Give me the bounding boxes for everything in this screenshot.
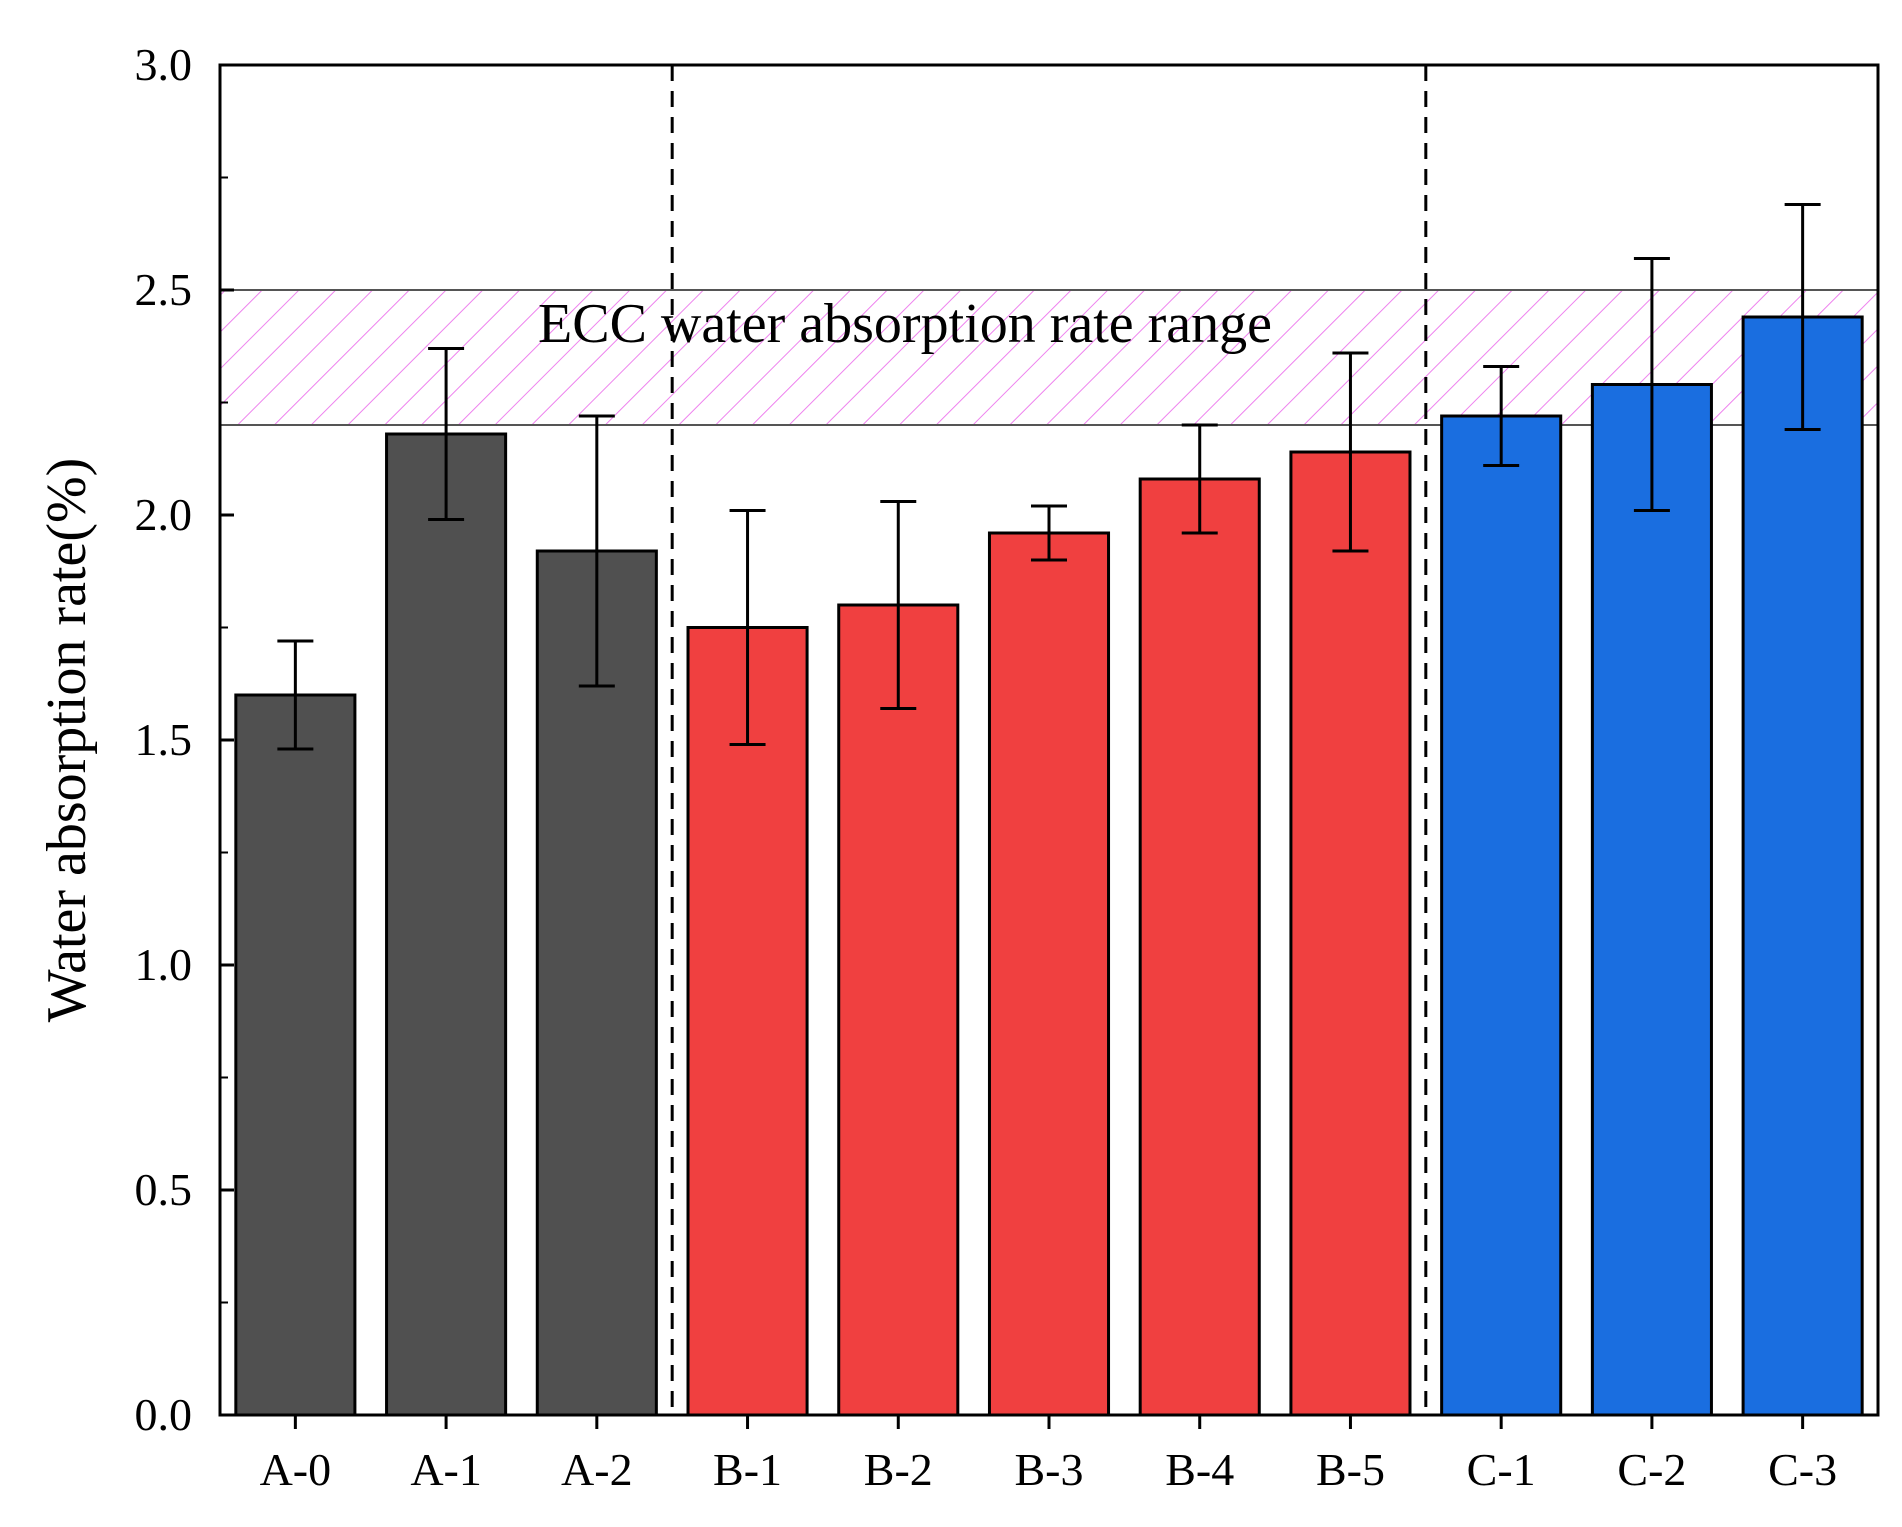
x-tick-label-b-1: B-1 [713,1444,782,1495]
bar-b-4 [1138,477,1261,1417]
bars [234,315,1864,1417]
bar-c-1 [1440,414,1563,1417]
error-bar-a-0 [277,639,314,751]
x-tick-label-c-1: C-1 [1467,1444,1536,1495]
error-bar-a-2 [578,414,615,688]
y-tick-label: 1.0 [135,939,193,990]
labels: 0.0 0.5 1.0 1.5 2.0 2.5 3.0 A-0 A-1 A-2 B-1 B-2 B-3 B… [36,39,1837,1495]
bar-a-0 [234,693,357,1417]
y-tick-label: 3.0 [135,39,193,90]
x-tick-label-b-4: B-4 [1165,1444,1234,1495]
error-bar-b-2 [880,500,917,710]
error-bar-c-3 [1784,203,1821,431]
y-tick-label: 0.0 [135,1389,193,1440]
error-bar-a-1 [428,347,465,521]
x-tick-label-b-3: B-3 [1015,1444,1084,1495]
x-tick-label-b-2: B-2 [864,1444,933,1495]
bar-b-3 [987,531,1111,1417]
y-axis-title: Water absorption rate(%) [36,458,98,1023]
bar-c-2 [1590,383,1713,1417]
x-tick-label-a-0: A-0 [260,1444,332,1495]
error-bar-c-2 [1633,257,1670,512]
bar-b-2 [837,603,960,1417]
bar-c-3 [1741,315,1864,1417]
group-dividers [670,65,1428,1415]
bar-a-1 [385,432,508,1417]
error-bar-b-5 [1332,351,1369,553]
y-tick-label: 0.5 [135,1164,193,1215]
axes [218,63,1880,1429]
x-tick-label-a-1: A-1 [410,1444,482,1495]
x-tick-label-c-3: C-3 [1768,1444,1837,1495]
y-tick-label: 2.5 [135,264,193,315]
error-bars [277,203,1821,751]
bar-b-5 [1289,450,1412,1417]
x-tick-label-a-2: A-2 [561,1444,633,1495]
error-bar-c-1 [1483,365,1520,467]
ecc-range-band [220,289,1878,426]
y-tick-label: 1.5 [135,714,193,765]
band-label: ECC water absorption rate range [538,293,1272,355]
x-tick-label-b-5: B-5 [1316,1444,1385,1495]
y-tick-label: 2.0 [135,489,193,540]
x-tick-label-c-2: C-2 [1617,1444,1686,1495]
bar-a-2 [535,549,658,1417]
error-bar-b-3 [1031,504,1067,562]
error-bar-b-1 [729,509,766,746]
error-bar-b-4 [1181,423,1218,535]
